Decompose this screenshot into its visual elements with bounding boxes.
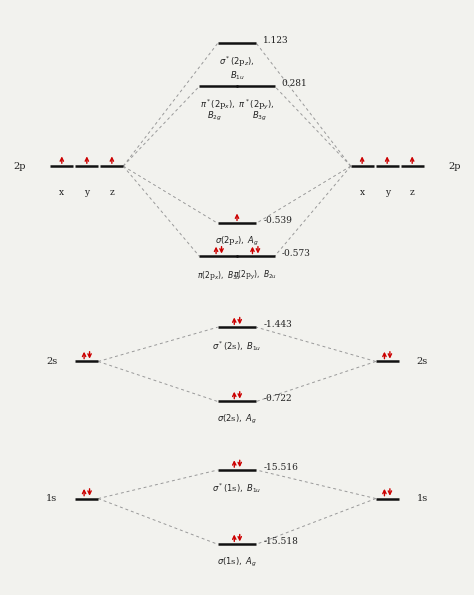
Text: 2p: 2p <box>448 162 461 171</box>
Text: $\sigma^*(2\mathregular{p}_z),$: $\sigma^*(2\mathregular{p}_z),$ <box>219 55 255 69</box>
Text: z: z <box>410 188 415 197</box>
Text: $\sigma(1\mathregular{s}),\ A_g$: $\sigma(1\mathregular{s}),\ A_g$ <box>217 556 257 569</box>
Text: y: y <box>84 188 90 197</box>
Text: $\pi(2\mathregular{p}_x),\ B_{3u}$: $\pi(2\mathregular{p}_x),\ B_{3u}$ <box>197 269 241 282</box>
Text: $\sigma(2\mathregular{s}),\ A_g$: $\sigma(2\mathregular{s}),\ A_g$ <box>217 413 257 426</box>
Text: $\pi(2\mathregular{p}_y),\ B_{2u}$: $\pi(2\mathregular{p}_y),\ B_{2u}$ <box>233 269 277 282</box>
Text: 2s: 2s <box>46 357 57 366</box>
Text: $\pi^*(2\mathregular{p}_x),\ \pi^*(2\mathregular{p}_y),$: $\pi^*(2\mathregular{p}_x),\ \pi^*(2\mat… <box>200 98 274 112</box>
Text: -0.573: -0.573 <box>282 249 310 258</box>
Text: z: z <box>109 188 114 197</box>
Text: $\sigma^*(1\mathregular{s}),\ B_{1u}$: $\sigma^*(1\mathregular{s}),\ B_{1u}$ <box>212 481 262 495</box>
Text: 1s: 1s <box>417 494 428 503</box>
Text: $B_{1u}$: $B_{1u}$ <box>229 69 245 82</box>
Text: y: y <box>384 188 390 197</box>
Text: 2p: 2p <box>13 162 26 171</box>
Text: -1.443: -1.443 <box>263 320 292 329</box>
Text: x: x <box>360 188 365 197</box>
Text: 1s: 1s <box>46 494 57 503</box>
Text: x: x <box>59 188 64 197</box>
Text: -15.516: -15.516 <box>263 463 298 472</box>
Text: -0.539: -0.539 <box>263 216 292 225</box>
Text: -0.722: -0.722 <box>263 394 292 403</box>
Text: -15.518: -15.518 <box>263 537 298 546</box>
Text: 0.281: 0.281 <box>282 79 307 88</box>
Text: $B_{2g}$: $B_{2g}$ <box>207 110 222 123</box>
Text: 1.123: 1.123 <box>263 36 289 45</box>
Text: $\sigma^*(2\mathregular{s}),\ B_{1u}$: $\sigma^*(2\mathregular{s}),\ B_{1u}$ <box>212 339 262 352</box>
Text: $B_{3g}$: $B_{3g}$ <box>252 110 267 123</box>
Text: $\sigma(2\mathregular{p}_z),\ A_g$: $\sigma(2\mathregular{p}_z),\ A_g$ <box>215 234 259 248</box>
Text: 2s: 2s <box>417 357 428 366</box>
